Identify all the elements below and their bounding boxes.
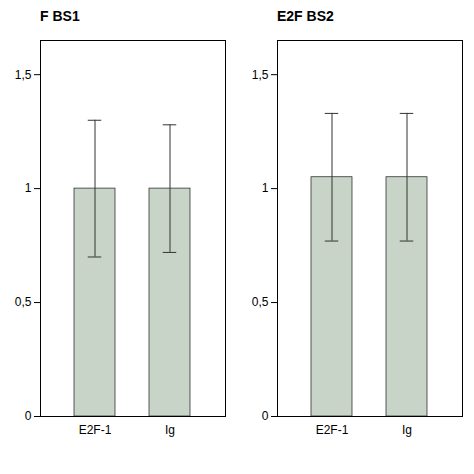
svg-text:E2F-1: E2F-1 [316, 423, 349, 437]
html-text:E2F BS2: E2F BS2 [277, 8, 334, 24]
svg-text:1: 1 [25, 181, 32, 195]
svg-text:0,5: 0,5 [252, 295, 269, 309]
svg-text:0,5: 0,5 [15, 295, 32, 309]
svg-text:1: 1 [262, 181, 269, 195]
svg-text:1,5: 1,5 [15, 68, 32, 82]
svg-text:E2F-1: E2F-1 [79, 423, 112, 437]
svg-text:Ig: Ig [165, 423, 175, 437]
svg-text:1,5: 1,5 [252, 68, 269, 82]
svg-text:0: 0 [25, 409, 32, 423]
html-text:F BS1: F BS1 [40, 8, 80, 24]
svg-text:0: 0 [262, 409, 269, 423]
svg-text:Ig: Ig [402, 423, 412, 437]
